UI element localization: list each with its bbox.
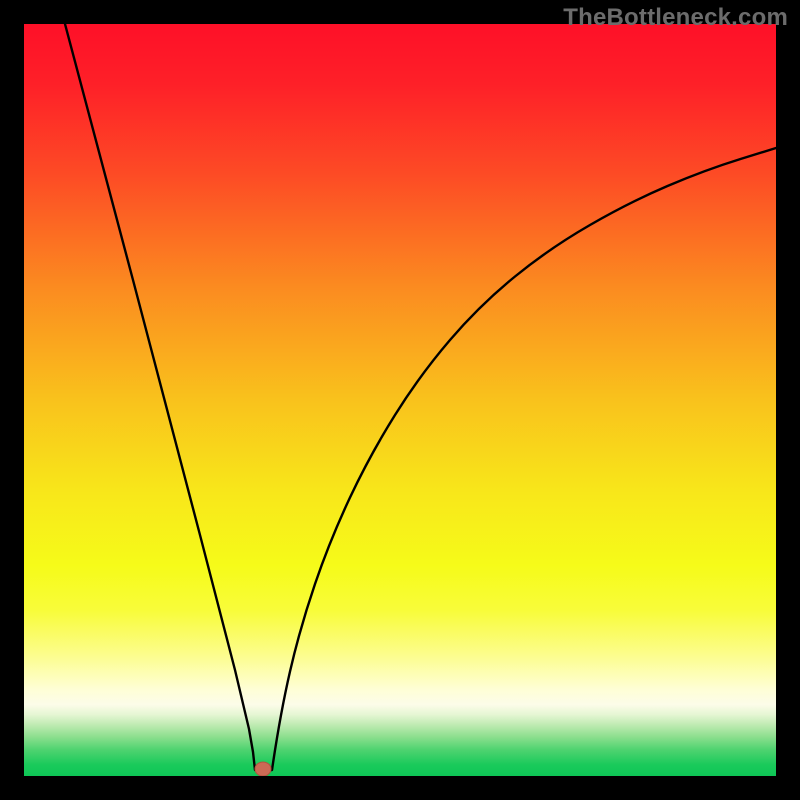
chart-canvas — [0, 0, 800, 800]
watermark-text: TheBottleneck.com — [563, 4, 788, 32]
optimum-marker — [255, 762, 271, 776]
chart-stage: TheBottleneck.com — [0, 0, 800, 800]
gradient-background — [24, 24, 776, 776]
